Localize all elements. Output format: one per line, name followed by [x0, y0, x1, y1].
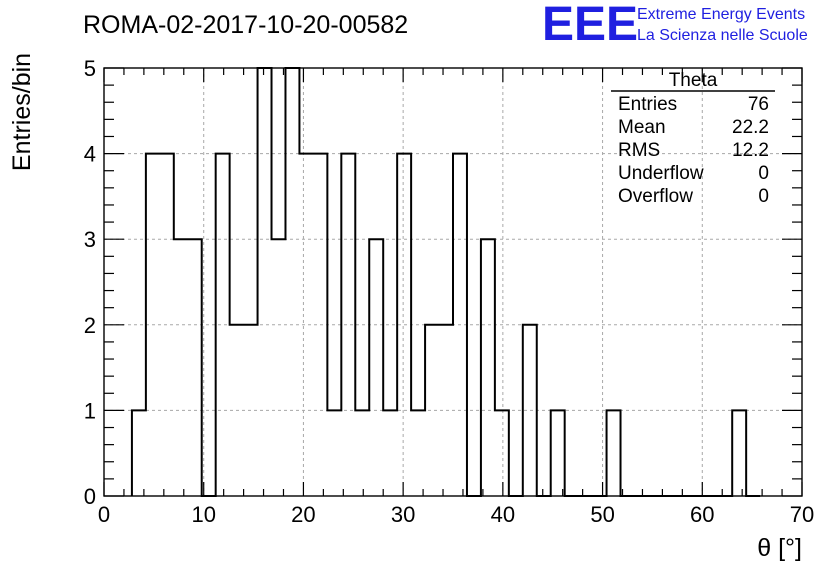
stats-row-value: 76 — [748, 94, 769, 115]
y-tick-label: 3 — [84, 227, 96, 252]
histogram-bin — [285, 68, 299, 496]
histogram-bin — [272, 239, 286, 496]
x-tick-label: 40 — [491, 502, 515, 527]
histogram-bin — [411, 410, 425, 496]
y-tick-label: 5 — [84, 56, 96, 81]
x-tick-labels: 0 10 20 30 40 50 60 70 — [98, 502, 814, 527]
histogram-bin — [216, 154, 230, 496]
x-axis-title: θ [°] — [757, 534, 802, 562]
x-tick-label: 0 — [98, 502, 110, 527]
y-tick-label: 0 — [84, 484, 96, 509]
histogram-bin — [551, 410, 565, 496]
histogram-bin — [355, 410, 369, 496]
histogram-bin — [607, 410, 621, 496]
x-tick-label: 20 — [291, 502, 315, 527]
y-tick-label: 4 — [84, 142, 96, 167]
histogram-bin — [132, 410, 146, 496]
logo-line-1: Extreme Energy Events — [637, 6, 805, 23]
y-axis-title: Entries/bin — [8, 53, 36, 171]
x-tick-label: 50 — [590, 502, 614, 527]
x-tick-label: 10 — [191, 502, 215, 527]
histogram-series — [130, 67, 761, 497]
histogram-bin — [495, 410, 509, 496]
stats-box-rows: Entries 76 Mean 22.2 RMS 12.2 Underflow 0 Overfl… — [618, 94, 769, 207]
histogram-bin — [299, 154, 313, 496]
y-tick-label: 2 — [84, 313, 96, 338]
stats-row-label: Mean — [618, 117, 666, 138]
histogram-bin — [258, 68, 272, 496]
histogram-bin — [327, 410, 341, 496]
run-title: ROMA-02-2017-10-20-00582 — [83, 11, 408, 39]
stats-row-value: 0 — [758, 186, 769, 207]
histogram-bin — [341, 154, 355, 496]
stats-row-value: 22.2 — [732, 117, 769, 138]
logo-line-2: La Scienza nelle Scuole — [637, 27, 808, 44]
histogram-outline — [130, 67, 761, 497]
y-tick-label: 1 — [84, 398, 96, 423]
histogram-bin — [188, 239, 202, 496]
stats-row-value: 0 — [758, 163, 769, 184]
stats-row-label: Underflow — [618, 163, 704, 184]
histogram-bin — [732, 410, 746, 496]
histogram-bin — [369, 239, 383, 496]
stats-box: Theta Entries 76 Mean 22.2 RMS 12.2 Underflow 0… — [611, 70, 775, 207]
stats-row-label: RMS — [618, 140, 660, 161]
stats-row-label: Overflow — [618, 186, 693, 207]
histogram-bin — [383, 410, 397, 496]
x-tick-label: 60 — [690, 502, 714, 527]
histogram-bin — [174, 239, 188, 496]
y-tick-labels: 0 1 2 3 4 5 — [84, 56, 96, 509]
stats-row-value: 12.2 — [732, 140, 769, 161]
histogram-bin — [481, 239, 495, 496]
plot-frame — [103, 67, 803, 497]
x-tick-label: 70 — [790, 502, 814, 527]
eee-logo: EEE — [542, 0, 638, 51]
stats-row-label: Entries — [618, 94, 677, 115]
stats-box-title: Theta — [669, 70, 718, 91]
x-tick-label: 30 — [391, 502, 415, 527]
